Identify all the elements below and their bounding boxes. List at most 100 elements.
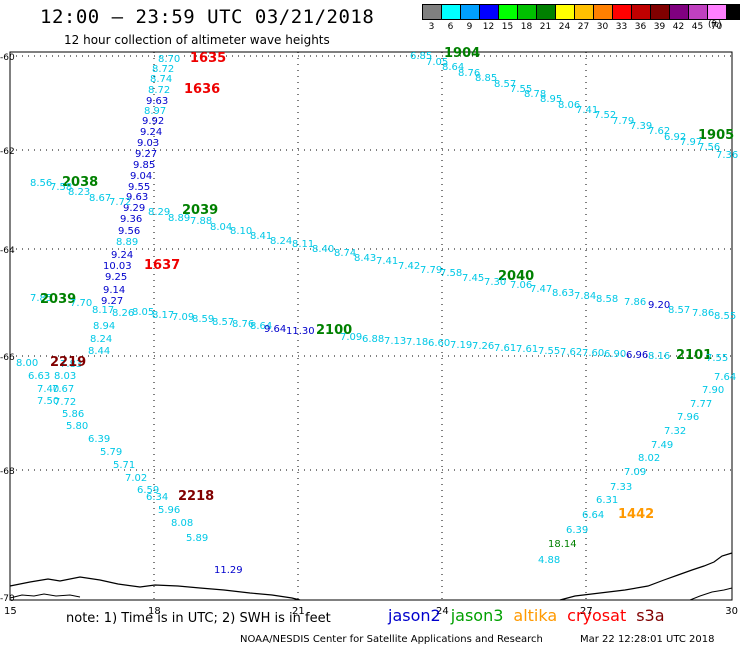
scale-label: 45 [691,22,704,32]
wave-height-value: 9.36 [120,214,142,225]
wave-height-value: 7.39 [630,121,652,132]
coastline-west-lower [9,593,81,599]
wave-height-value: 9.20 [648,300,670,311]
x-axis-ticks: 15 18 21 24 27 30 [4,606,738,617]
wave-height-value: 9.04 [130,171,152,182]
wave-height-value: 8.23 [68,187,90,198]
x-tick-label: 21 [292,606,305,617]
wave-height-value: 9.27 [101,296,123,307]
wave-height-value: 5.89 [186,533,208,544]
wave-height-value: 8.17 [92,305,114,316]
wave-height-value: 6.60 [428,338,450,349]
wave-height-value: 8.76 [458,68,480,79]
wave-height-value: 18.14 [548,539,577,550]
wave-height-value: 7.55 [510,84,532,95]
wave-height-value: 7.56 [698,142,720,153]
wave-height-value: 11.30 [286,326,315,337]
wave-height-value: 7.05 [426,57,448,68]
map-frame [9,51,733,601]
wave-height-value: 7.61 [516,344,538,355]
x-tick-label: 15 [4,606,17,617]
wave-height-value: 6.39 [88,434,110,445]
scale-label: 39 [653,22,666,32]
wave-height-value: 7.18 [406,337,428,348]
wave-height-value: 6.34 [146,492,168,503]
wave-height-value: 8.04 [210,222,232,233]
pass-time-label: 2218 [178,489,214,504]
note-text: note: 1) Time is in UTC; 2) SWH is in fe… [66,611,331,626]
wave-height-value: 7.55 [706,353,728,364]
pass-time-label: 2040 [498,269,534,284]
wave-height-value: 5.79 [100,447,122,458]
footer-credit: NOAA/NESDIS Center for Satellite Applica… [240,634,543,645]
wave-height-value: 7.72 [54,397,76,408]
wave-height-value: 8.56 [30,178,52,189]
wave-height-value: 8.06 [558,100,580,111]
wave-height-value: 7.02 [125,473,147,484]
wave-height-value: 6.39 [566,525,588,536]
wave-height-value: 7.09 [172,312,194,323]
wave-height-value: 7.86 [624,297,646,308]
coastline-west [9,576,301,601]
wave-height-value: 8.64 [250,321,272,332]
x-tick-label: 30 [725,606,738,617]
coastline-east [559,552,733,601]
scale-label: 15 [501,22,514,32]
wave-height-value: 8.95 [540,94,562,105]
wave-height-value: 7.41 [576,105,598,116]
wave-height-value: 8.24 [270,236,292,247]
wave-height-value: 7.96 [677,412,699,423]
y-tick-label: -62 [0,147,15,157]
wave-height-value: 7.84 [574,291,596,302]
x-tick-label: 18 [148,606,161,617]
wave-height-value: 7.90 [702,385,724,396]
wave-height-value: 7.50 [37,396,59,407]
coastline-east-lower [689,587,733,601]
satellite-name: s3a [636,606,665,625]
pass-time-label: 1635 [190,51,226,66]
map-grid [10,52,732,600]
wave-height-value: 7.26 [472,341,494,352]
wave-height-value: 8.64 [442,62,464,73]
wave-height-value: 6.85 [410,51,432,62]
color-scale-legend: 3 6 9 12 15 18 21 24 27 30 33 36 39 42 45 70 [422,4,740,32]
wave-height-value: 8.44 [88,346,110,357]
wave-height-value: 7.61 [494,343,516,354]
pass-time-label: 1636 [184,82,220,97]
wave-height-value: 9.24 [140,127,162,138]
wave-height-value: 8.02 [638,453,660,464]
pass-time-label: 1442 [618,507,654,522]
wave-height-value: 8.78 [524,89,546,100]
wave-height-value: 8.57 [494,79,516,90]
wave-height-value: 8.26 [112,308,134,319]
wave-height-value: 8.16 [648,351,670,362]
wave-height-value: 8.10 [230,226,252,237]
y-tick-label: -70 [0,594,15,604]
pass-time-label: 2101 [676,348,712,363]
pass-time-label: 1905 [698,128,734,143]
wave-height-value: 9.55 [128,182,150,193]
wave-height-value: 8.94 [93,321,115,332]
wave-height-value: 9.56 [118,226,140,237]
wave-height-value: 7.58 [50,182,72,193]
wave-height-value: 7.33 [610,482,632,493]
wave-height-value: 8.63 [552,288,574,299]
scale-label: 3 [428,22,435,32]
scale-bin [726,4,740,32]
wave-height-value: 7.64 [714,372,736,383]
wave-height-value: 5.71 [113,460,135,471]
pass-time-label: 2039 [182,203,218,218]
wave-height-value: 6.96 [626,350,648,361]
map-title: 12:00 – 23:59 UTC 03/21/2018 [40,6,375,28]
map-subtitle: 12 hour collection of altimeter wave hei… [64,33,330,47]
wave-height-value: 9.64 [264,324,286,335]
wave-height-value: 8.76 [232,319,254,330]
wave-height-value: 6.92 [664,132,686,143]
footer-timestamp: Mar 22 12:28:01 UTC 2018 [580,634,715,645]
scale-label: 6 [447,22,454,32]
satellite-name: jason3 [450,606,504,625]
pass-time-label: 2039 [40,292,76,307]
wave-height-value: 7.70 [70,298,92,309]
scale-label: 24 [558,22,571,32]
